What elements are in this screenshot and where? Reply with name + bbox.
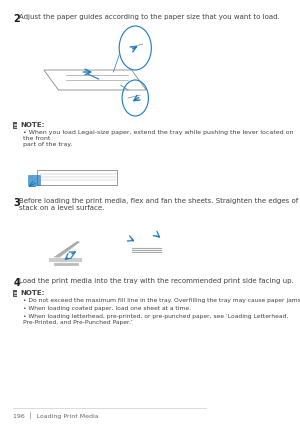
FancyBboxPatch shape (13, 290, 17, 297)
Polygon shape (28, 175, 40, 185)
Text: • When you load Legal-size paper, extend the tray while pushing the lever locate: • When you load Legal-size paper, extend… (23, 130, 294, 147)
Text: 3: 3 (13, 198, 20, 208)
Text: Load the print media into the tray with the recommended print side facing up.: Load the print media into the tray with … (19, 278, 294, 284)
FancyBboxPatch shape (13, 122, 17, 129)
Text: • When loading coated paper, load one sheet at a time.: • When loading coated paper, load one sh… (23, 306, 191, 311)
Text: • When loading letterhead, pre-printed, or pre-punched paper, see ‘Loading Lette: • When loading letterhead, pre-printed, … (23, 314, 289, 325)
Text: Adjust the paper guides according to the paper size that you want to load.: Adjust the paper guides according to the… (19, 14, 280, 20)
Text: • Do not exceed the maximum fill line in the tray. Overfilling the tray may caus: • Do not exceed the maximum fill line in… (23, 298, 300, 303)
Text: Before loading the print media, flex and fan the sheets. Straighten the edges of: Before loading the print media, flex and… (19, 198, 300, 211)
Text: 4: 4 (13, 278, 20, 288)
Text: NOTE:: NOTE: (20, 122, 45, 128)
Text: NOTE:: NOTE: (20, 290, 45, 296)
Text: 196  │  Loading Print Media: 196 │ Loading Print Media (13, 412, 99, 419)
Text: 2: 2 (13, 14, 20, 24)
